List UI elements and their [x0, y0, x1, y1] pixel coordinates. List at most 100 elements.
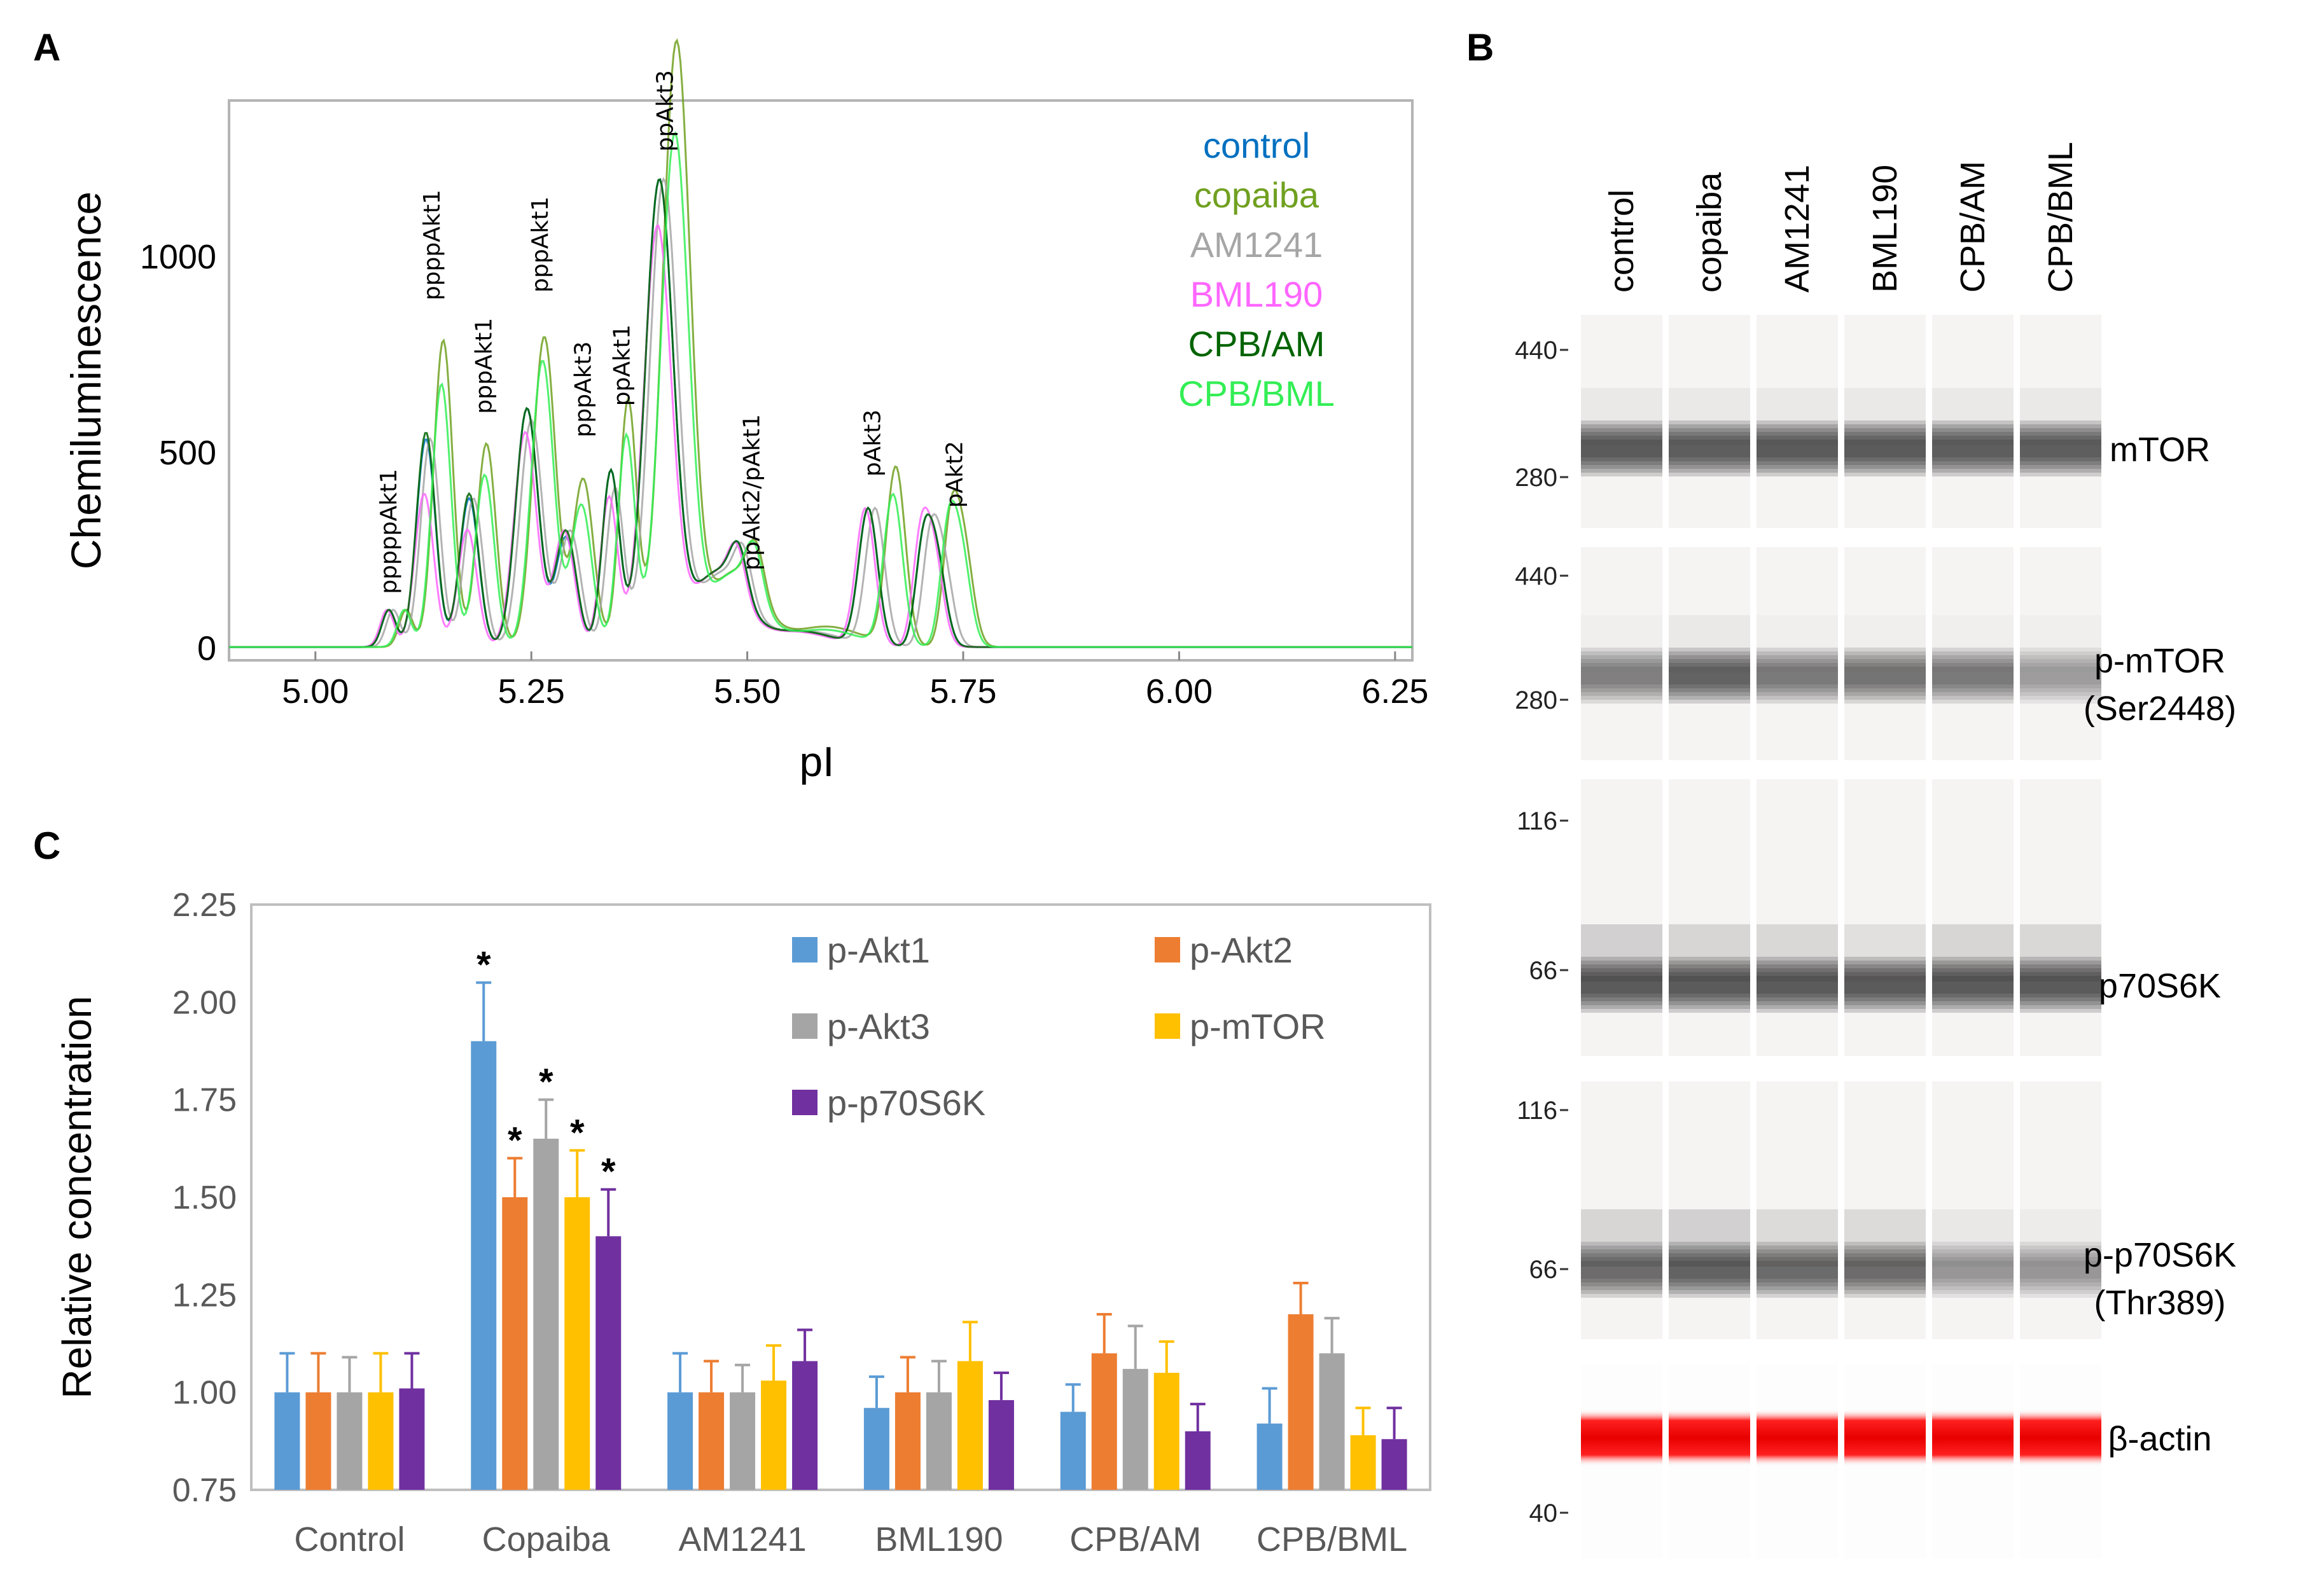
- legend-swatch: [792, 1090, 818, 1115]
- lane-label: BML190: [1866, 165, 1904, 293]
- blot-band: [1581, 432, 1662, 465]
- blot-band: [1757, 1246, 1838, 1294]
- blot-band: [1669, 1242, 1750, 1298]
- blot-band-upper: [1932, 1209, 2014, 1267]
- x-tick-label: 5.75: [929, 672, 996, 711]
- blot-band: [1932, 436, 2014, 461]
- legend-entry: p-Akt2: [1190, 930, 1293, 970]
- blot-band: [2020, 1249, 2101, 1290]
- blot-lane: [1932, 547, 2014, 760]
- blot-band: [2020, 1246, 2101, 1294]
- peak-label: pppAkt1: [527, 197, 553, 293]
- mw-marker: 280: [1515, 686, 1557, 714]
- mw-marker: 66: [1529, 957, 1558, 985]
- blot-lane: [1669, 547, 1750, 760]
- peak-label: pppAkt1: [471, 318, 498, 414]
- blot-band: [1669, 968, 1750, 1001]
- bar-p-p70s6k: [988, 1400, 1014, 1490]
- blot-band: [1581, 957, 1662, 1013]
- blot-lane: [1581, 1081, 1662, 1339]
- blot-band: [1669, 659, 1750, 692]
- blot-band: [2020, 420, 2101, 476]
- panel-c-y-label: Relative concentration: [54, 996, 100, 1398]
- legend-entry: control: [1203, 125, 1310, 165]
- blot-band-upper: [1932, 388, 2014, 445]
- blot-band-upper: [1844, 924, 1926, 982]
- bar-p-p70s6k: [595, 1236, 622, 1490]
- significance-mark: *: [570, 1112, 585, 1153]
- blot-band: [1581, 968, 1662, 1001]
- mw-marker: 440: [1515, 562, 1557, 590]
- legend-entry: CPB/AM: [1188, 324, 1325, 364]
- blot-band: [1757, 440, 1838, 457]
- protein-label: p-p70S6K: [2084, 1236, 2236, 1274]
- blot-band: [1844, 1253, 1926, 1286]
- blot-band-upper: [1669, 924, 1750, 982]
- blot-band: [1669, 420, 1750, 476]
- blot-band: [1932, 1261, 2014, 1279]
- blot-band: [1757, 961, 1838, 1009]
- y-tick-label: 2.25: [172, 887, 237, 924]
- blot-band: [1844, 436, 1926, 461]
- blot-band: [1844, 1257, 1926, 1282]
- blot-lane: [2020, 315, 2101, 528]
- x-tick-label: 5.50: [714, 672, 781, 711]
- legend-entry: p-Akt1: [827, 930, 930, 970]
- blot-band: [1932, 976, 2014, 994]
- blot-band: [1932, 961, 2014, 1009]
- blot-band: [2020, 964, 2101, 1005]
- blot-band: [1669, 976, 1750, 994]
- panel-a-y-label: Chemiluminescence: [62, 191, 109, 569]
- blot-band-upper: [1669, 1209, 1750, 1267]
- blot-band: [1581, 1246, 1662, 1294]
- blot-band: [1757, 957, 1838, 1013]
- blot-band: [1844, 424, 1926, 473]
- blot-band: [1932, 1257, 2014, 1282]
- blot-band: [1932, 655, 2014, 696]
- blot-band: [1844, 1249, 1926, 1290]
- legend-entry: CPB/BML: [1178, 373, 1335, 413]
- blot-band: [1581, 1257, 1662, 1282]
- blot-band-upper: [1581, 1209, 1662, 1267]
- blot-lane: [1669, 315, 1750, 528]
- peak-label: pAkt3: [859, 410, 886, 476]
- blot-band: [1669, 663, 1750, 688]
- x-tick-label: 5.25: [498, 672, 565, 711]
- blot-band-upper: [1844, 388, 1926, 445]
- blot-band: [1757, 436, 1838, 461]
- blot-band: [2020, 972, 2101, 997]
- blot-band: [1581, 976, 1662, 994]
- blot-band: [2020, 1257, 2101, 1282]
- bar-p-p70s6k: [1381, 1439, 1407, 1490]
- blot-band-upper: [1669, 615, 1750, 672]
- bar-p-akt3: [1122, 1368, 1148, 1490]
- blot-band: [1844, 1261, 1926, 1279]
- blot-band: [1844, 428, 1926, 469]
- blot-band: [1581, 1242, 1662, 1298]
- blot-band-upper: [2020, 1209, 2101, 1267]
- blot-band: [1669, 1409, 1750, 1466]
- blot-band: [1757, 663, 1838, 688]
- blot-band: [1581, 436, 1662, 461]
- blot-band: [1932, 663, 2014, 688]
- bar-p-mtor: [761, 1380, 787, 1490]
- blot-band: [1757, 1242, 1838, 1298]
- legend-entry: p-Akt3: [827, 1006, 930, 1046]
- peak-label: pppAkt3: [571, 341, 597, 437]
- blot-band: [1844, 1409, 1926, 1466]
- significance-mark: *: [508, 1120, 522, 1162]
- blot-band: [2020, 667, 2101, 684]
- bar-p-akt3: [1319, 1353, 1345, 1490]
- bar-p-akt2: [1288, 1314, 1314, 1490]
- blot-band: [1932, 667, 2014, 684]
- y-tick-label: 1000: [140, 238, 216, 276]
- peak-label: pAkt2: [942, 441, 968, 508]
- blot-band: [1844, 964, 1926, 1005]
- blot-lane: [1844, 315, 1926, 528]
- blot-band: [1932, 440, 2014, 457]
- blot-band: [1932, 424, 2014, 473]
- blot-band: [1932, 1246, 2014, 1294]
- blot-band: [2020, 436, 2101, 461]
- blot-band: [1757, 1261, 1838, 1279]
- bar-p-akt2: [1091, 1353, 1117, 1490]
